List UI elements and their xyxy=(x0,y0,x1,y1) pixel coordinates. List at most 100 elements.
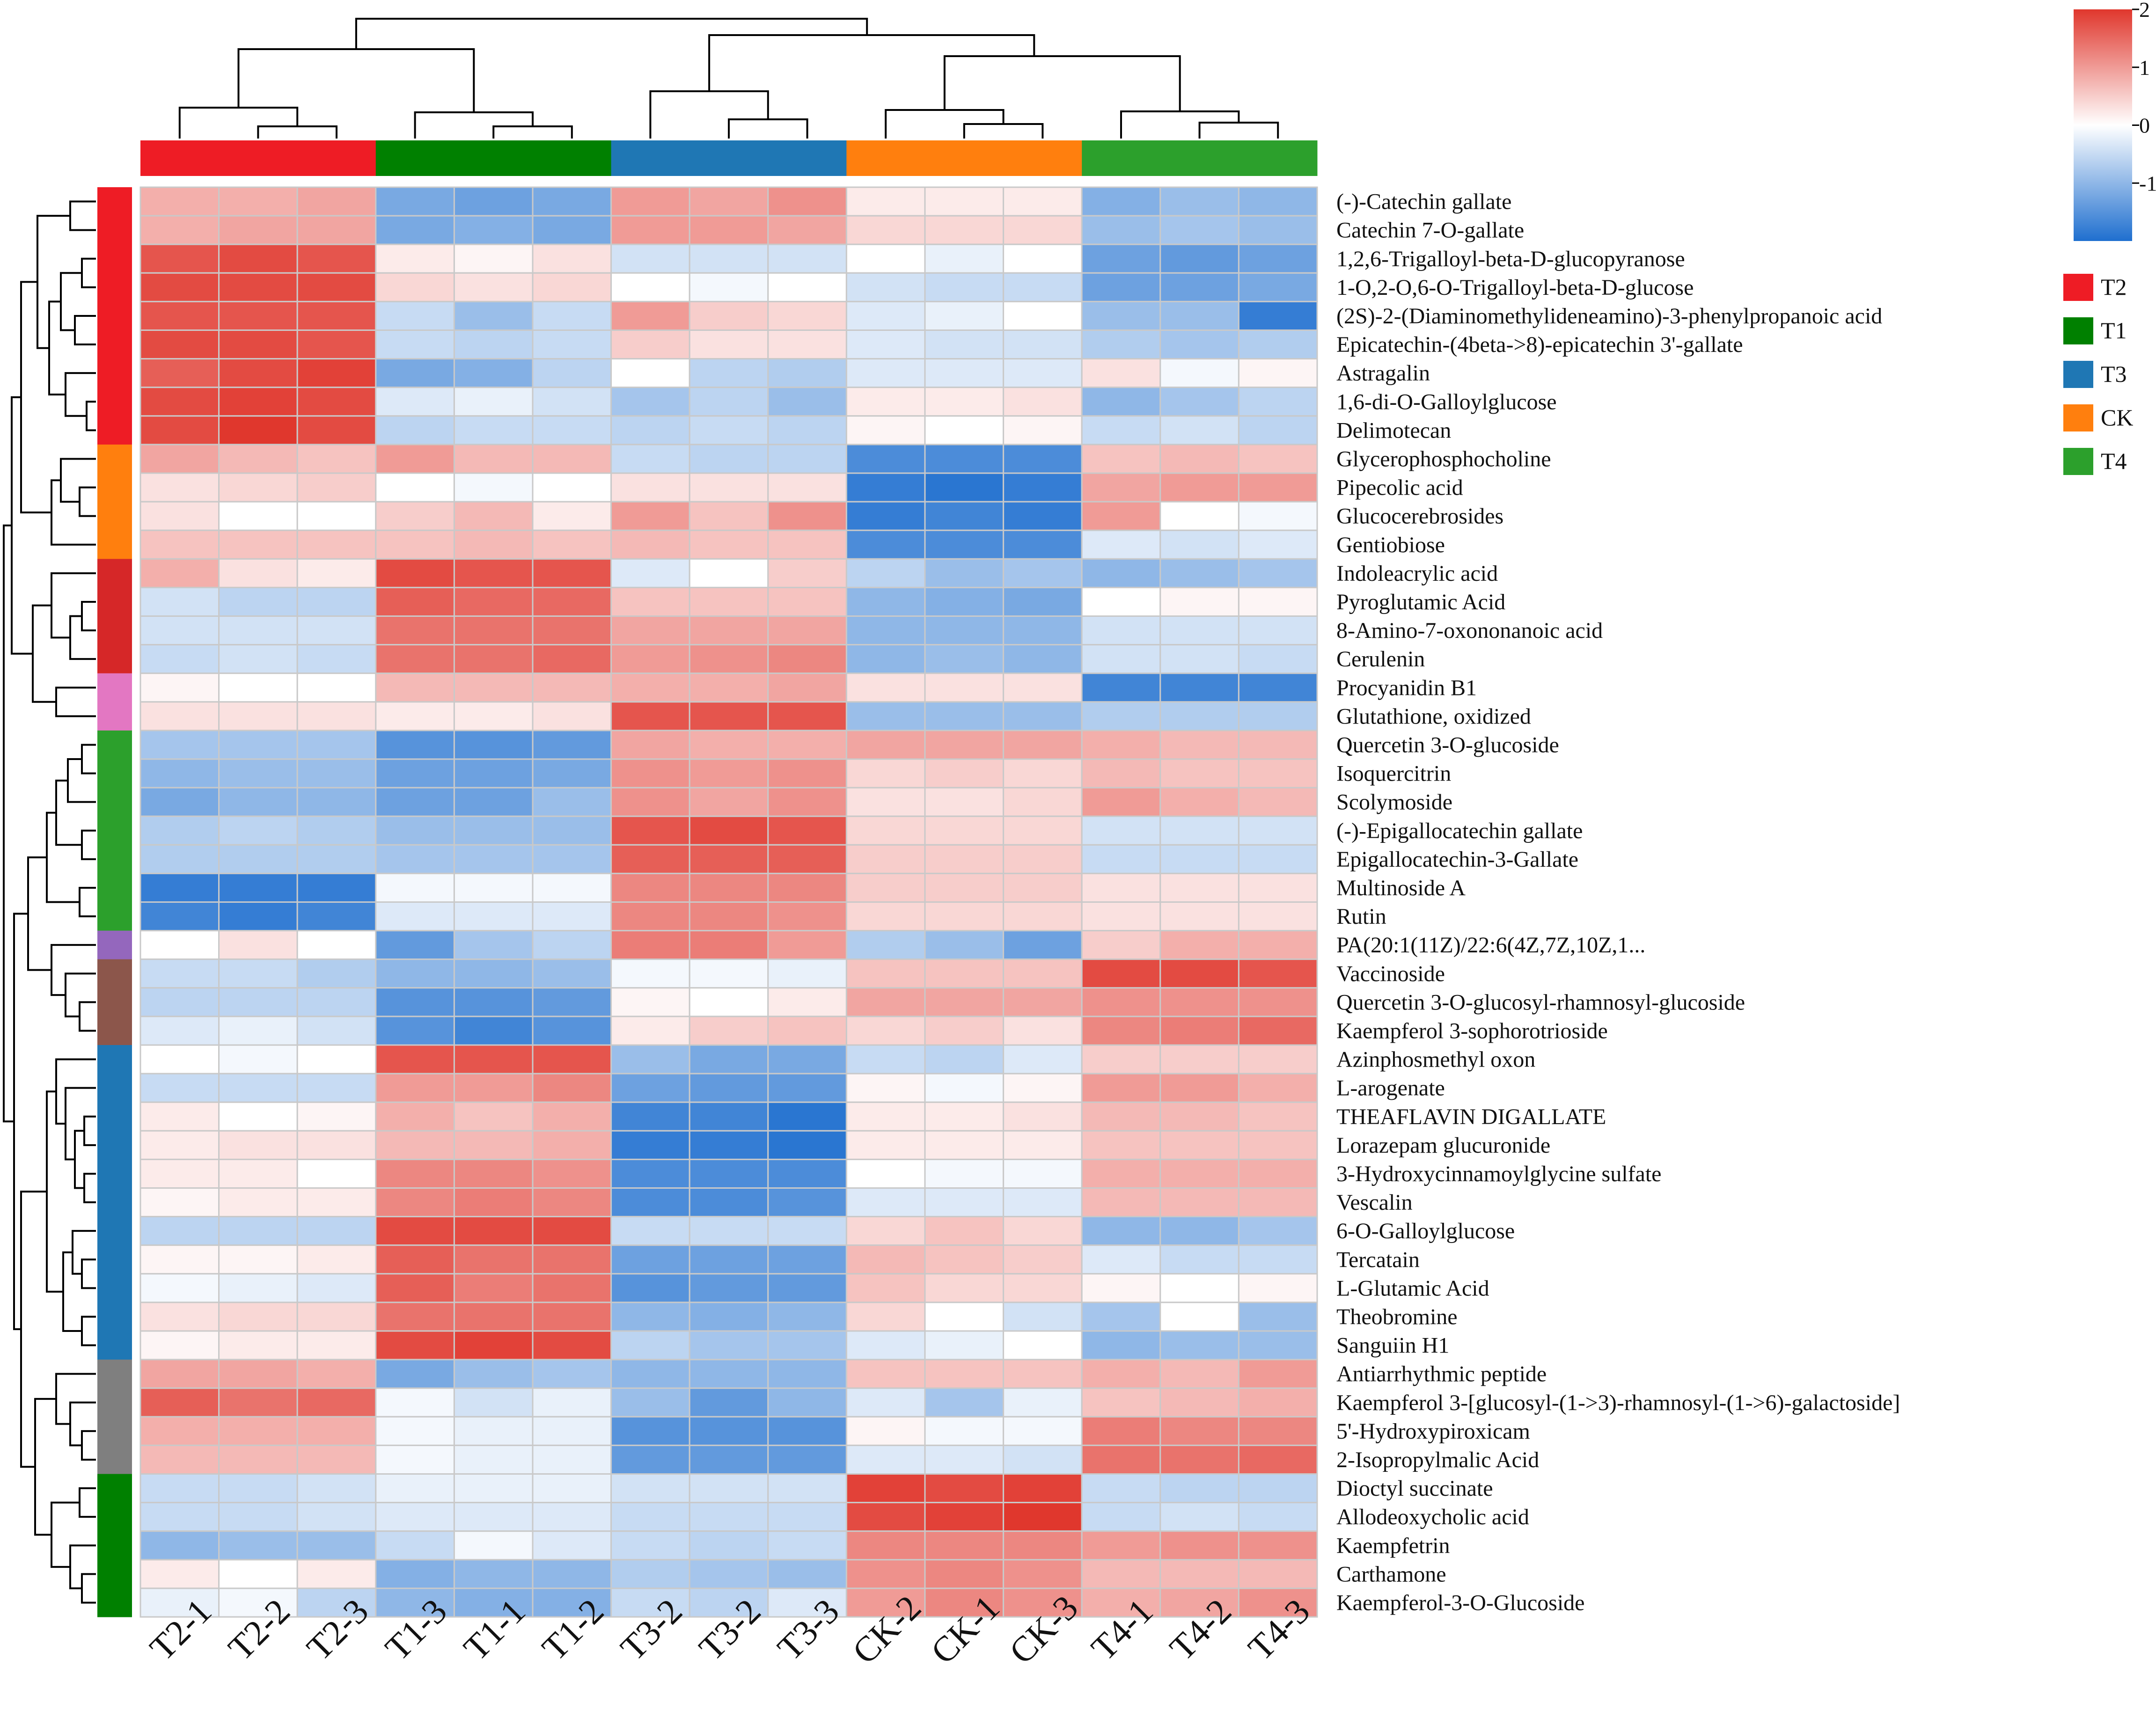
heatmap-cell xyxy=(1159,1559,1239,1589)
heatmap-cell xyxy=(1238,958,1318,989)
heatmap-cell xyxy=(453,1502,534,1532)
heatmap-cell xyxy=(1081,1587,1161,1618)
heatmap-cell xyxy=(689,300,769,331)
heatmap-cell xyxy=(218,1530,298,1561)
heatmap-cell xyxy=(1081,1073,1161,1103)
dendrogram-link xyxy=(943,55,1181,111)
heatmap-cell xyxy=(1159,787,1239,817)
heatmap-cell xyxy=(1081,1359,1161,1389)
heatmap-cell xyxy=(610,1130,690,1160)
heatmap-cell xyxy=(532,1273,612,1303)
row-label: Multinoside A xyxy=(1336,876,1466,900)
heatmap-cell xyxy=(924,1101,1005,1132)
heatmap-cell xyxy=(1081,1444,1161,1475)
heatmap-cell xyxy=(767,501,847,531)
heatmap-cell xyxy=(139,472,220,503)
dendrogram-link xyxy=(83,1115,96,1146)
heatmap-cell xyxy=(610,1216,690,1246)
row-cluster-swatch xyxy=(97,845,132,874)
legend-label: T3 xyxy=(2101,361,2127,387)
heatmap-cell xyxy=(924,673,1005,703)
heatmap-cell xyxy=(453,1273,534,1303)
heatmap-cell xyxy=(375,958,455,989)
row-cluster-swatch xyxy=(97,1102,132,1131)
dendrogram-link xyxy=(79,1001,96,1032)
dendrogram-link xyxy=(37,215,70,349)
row-label: Sanguiin H1 xyxy=(1336,1333,1449,1358)
heatmap-cell xyxy=(767,615,847,646)
heatmap-cell xyxy=(689,1101,769,1132)
dendrogram-link xyxy=(51,479,96,546)
dendrogram-link xyxy=(20,1191,47,1468)
dendrogram-link xyxy=(74,1130,84,1189)
heatmap-cell xyxy=(139,1530,220,1561)
row-cluster-swatch xyxy=(97,587,132,616)
heatmap-cell xyxy=(689,1502,769,1532)
heatmap-cell xyxy=(767,1273,847,1303)
heatmap-cell xyxy=(296,329,377,360)
heatmap-cell xyxy=(453,215,534,245)
heatmap-cell xyxy=(1238,215,1318,245)
legend-swatch xyxy=(2063,448,2093,475)
heatmap-cell xyxy=(610,529,690,560)
heatmap-cell xyxy=(1003,387,1083,417)
heatmap-cell xyxy=(139,644,220,674)
heatmap-cell xyxy=(1003,901,1083,932)
row-cluster-swatch xyxy=(97,1360,132,1389)
heatmap-cell xyxy=(1003,758,1083,789)
heatmap-cell xyxy=(296,930,377,960)
heatmap-cell xyxy=(1159,673,1239,703)
heatmap-cell xyxy=(1003,1016,1083,1046)
heatmap-cell xyxy=(453,1158,534,1189)
heatmap-cell xyxy=(218,1044,298,1075)
row-label: Indoleacrylic acid xyxy=(1336,561,1498,586)
heatmap-cell xyxy=(1081,730,1161,760)
heatmap-cell xyxy=(139,1130,220,1160)
heatmap-cell xyxy=(1081,1530,1161,1561)
heatmap-cell xyxy=(375,1244,455,1275)
heatmap-cell xyxy=(218,387,298,417)
row-label: Gentiobiose xyxy=(1336,533,1445,557)
row-cluster-swatch xyxy=(97,1559,132,1589)
heatmap-cell xyxy=(296,1502,377,1532)
row-cluster-swatch xyxy=(97,816,132,845)
heatmap-cell xyxy=(924,872,1005,903)
heatmap-cell xyxy=(532,987,612,1017)
heatmap-cell xyxy=(532,387,612,417)
heatmap-cell xyxy=(610,415,690,446)
row-cluster-swatch xyxy=(97,1188,132,1217)
heatmap-cell xyxy=(218,815,298,846)
heatmap-cell xyxy=(1159,1587,1239,1618)
dendrogram-link xyxy=(34,1398,56,1536)
heatmap-cell xyxy=(1159,1387,1239,1418)
heatmap-cell xyxy=(1238,1273,1318,1303)
heatmap-cell xyxy=(218,186,298,217)
dendrogram-link xyxy=(69,1544,96,1589)
heatmap-cell xyxy=(532,1387,612,1418)
heatmap-cell xyxy=(924,415,1005,446)
heatmap-cell xyxy=(1081,1302,1161,1332)
heatmap-cell xyxy=(532,1559,612,1589)
row-label: Astragalin xyxy=(1336,361,1430,386)
heatmap-cell xyxy=(218,472,298,503)
heatmap-cell xyxy=(1238,1073,1318,1103)
heatmap-cell xyxy=(375,644,455,674)
heatmap-cell xyxy=(767,387,847,417)
heatmap-cell xyxy=(924,1530,1005,1561)
heatmap-cell xyxy=(924,1330,1005,1360)
heatmap-cell xyxy=(375,1473,455,1504)
heatmap-cell xyxy=(1238,701,1318,731)
heatmap-cell xyxy=(139,1559,220,1589)
heatmap-cell xyxy=(532,329,612,360)
heatmap-cell xyxy=(845,1302,926,1332)
heatmap-cell xyxy=(139,701,220,731)
row-cluster-swatch xyxy=(97,1331,132,1360)
heatmap-cell xyxy=(610,1044,690,1075)
heatmap-cell xyxy=(845,243,926,274)
heatmap-cell xyxy=(139,501,220,531)
row-cluster-swatch xyxy=(97,416,132,445)
heatmap-cell xyxy=(1159,1473,1239,1504)
heatmap-cell xyxy=(1081,358,1161,388)
heatmap-cell xyxy=(1159,1359,1239,1389)
heatmap-cell xyxy=(1159,1502,1239,1532)
